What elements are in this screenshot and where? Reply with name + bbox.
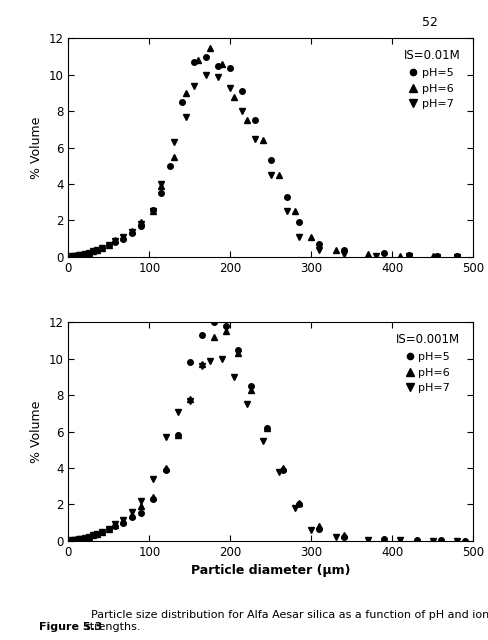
X-axis label: Particle diameter (μm): Particle diameter (μm)	[191, 564, 350, 577]
Text: 52: 52	[422, 16, 437, 29]
Legend: pH=5, pH=6, pH=7: pH=5, pH=6, pH=7	[393, 330, 464, 396]
Legend: pH=5, pH=6, pH=7: pH=5, pH=6, pH=7	[400, 46, 464, 113]
Y-axis label: % Volume: % Volume	[30, 401, 43, 463]
Text: Figure 5.3: Figure 5.3	[39, 621, 102, 632]
Text: Particle size distribution for Alfa Aesar silica as a function of pH and ionic
s: Particle size distribution for Alfa Aesa…	[84, 610, 488, 632]
Y-axis label: % Volume: % Volume	[30, 116, 43, 179]
